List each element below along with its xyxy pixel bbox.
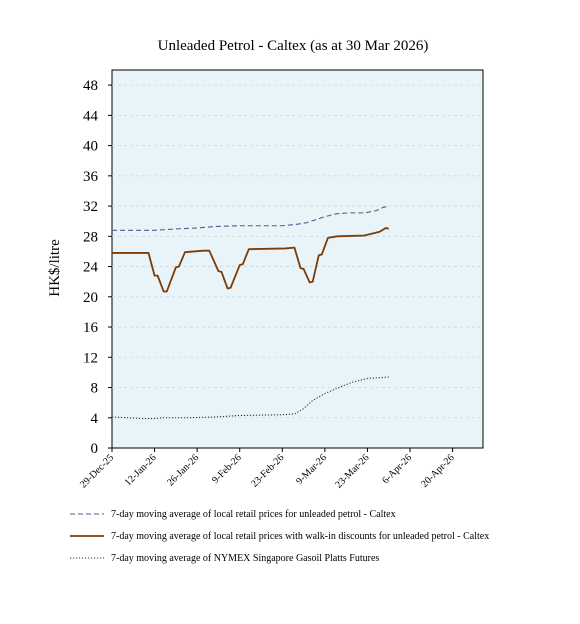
grid-lines xyxy=(112,84,483,419)
y-tick-label: 44 xyxy=(83,108,99,124)
y-tick-label: 32 xyxy=(83,199,98,215)
x-tick-label: 26-Jan-26 xyxy=(165,452,201,488)
legend-label-1: 7-day moving average of local retail pri… xyxy=(111,509,396,520)
y-tick-label: 36 xyxy=(83,169,99,185)
x-tick-label: 9-Mar-26 xyxy=(294,452,329,487)
legend-label-2: 7-day moving average of local retail pri… xyxy=(111,531,489,542)
y-tick-label: 12 xyxy=(83,350,98,366)
series-line-2 xyxy=(112,227,389,293)
y-tick-label: 16 xyxy=(83,320,99,336)
y-tick-label: 8 xyxy=(91,381,99,397)
x-tick-label: 12-Jan-26 xyxy=(123,452,159,488)
y-tick-label: 0 xyxy=(91,441,99,457)
x-tick-label: 23-Feb-26 xyxy=(249,452,286,489)
legend: 7-day moving average of local retail pri… xyxy=(70,509,489,564)
legend-label-3: 7-day moving average of NYMEX Singapore … xyxy=(111,553,379,564)
series-line-1 xyxy=(112,205,389,231)
x-axis: 29-Dec-25 12-Jan-26 26-Jan-26 9-Feb-26 23-Fe… xyxy=(78,448,457,491)
y-axis-label: HK$/litre xyxy=(47,239,63,297)
y-tick-label: 48 xyxy=(83,78,98,94)
x-tick-label: 23-Mar-26 xyxy=(333,452,371,490)
x-tick-label: 6-Apr-26 xyxy=(380,452,414,486)
y-tick-label: 4 xyxy=(91,411,99,427)
y-tick-label: 28 xyxy=(83,229,98,245)
y-tick-label: 24 xyxy=(83,260,99,276)
series-lines xyxy=(111,205,389,420)
x-tick-label: 29-Dec-25 xyxy=(78,452,116,490)
x-tick-label: 9-Feb-26 xyxy=(210,452,244,486)
y-tick-label: 40 xyxy=(83,139,98,155)
x-tick-label: 20-Apr-26 xyxy=(419,452,456,489)
y-tick-label: 20 xyxy=(83,290,98,306)
chart-title: Unleaded Petrol - Caltex (as at 30 Mar 2… xyxy=(158,38,429,54)
